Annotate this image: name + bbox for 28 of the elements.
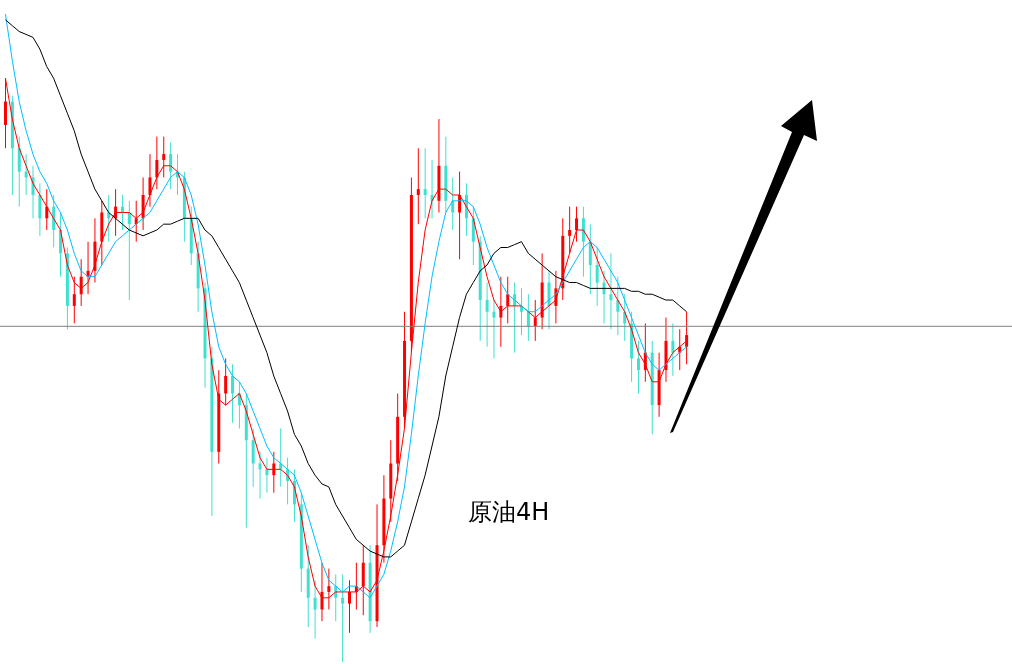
candlestick xyxy=(169,141,173,190)
candlestick xyxy=(341,573,345,662)
candlestick xyxy=(636,340,640,394)
candlestick xyxy=(127,200,131,301)
candlestick xyxy=(471,206,475,266)
candlestick xyxy=(616,276,620,336)
annotation: 原油4H xyxy=(468,497,550,528)
candlestick xyxy=(162,136,166,178)
candlestick xyxy=(224,357,228,406)
candlestick xyxy=(231,363,235,424)
candlestick xyxy=(155,136,159,190)
candlestick xyxy=(581,206,585,278)
candlestick xyxy=(416,147,420,225)
candlestick xyxy=(148,153,152,208)
candlestick xyxy=(595,247,599,307)
candlestick xyxy=(568,206,572,254)
candlestick xyxy=(423,147,427,219)
candlestick xyxy=(251,427,255,488)
candlestick xyxy=(72,276,76,324)
candlestick xyxy=(17,136,21,208)
candlestick xyxy=(313,579,317,640)
candlestick xyxy=(609,252,613,330)
candlestick xyxy=(38,182,42,237)
candlestick xyxy=(671,322,675,377)
candlestick xyxy=(492,299,496,359)
candlestick xyxy=(485,282,489,348)
candlestick xyxy=(575,206,579,243)
candlestick xyxy=(533,299,537,342)
